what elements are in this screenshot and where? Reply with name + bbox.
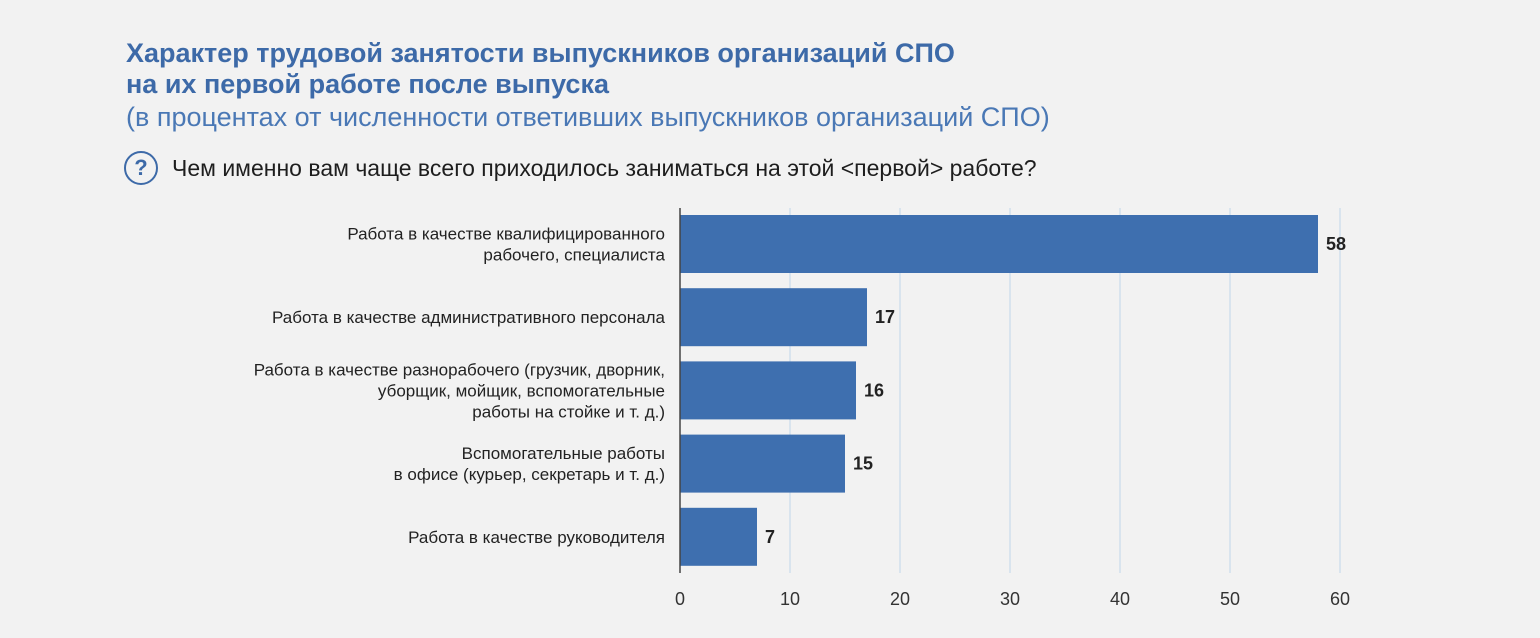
survey-question: ? Чем именно вам чаще всего приходилось … bbox=[124, 150, 1037, 186]
category-label: Работа в качестве разнорабочего (грузчик… bbox=[254, 360, 665, 379]
chart-subtitle: (в процентах от численности ответивших в… bbox=[126, 102, 1050, 132]
chart-title-line-2: на их первой работе после выпуска bbox=[126, 69, 609, 99]
category-label: в офисе (курьер, секретарь и т. д.) bbox=[394, 465, 665, 484]
category-label: Работа в качестве административного перс… bbox=[272, 308, 666, 327]
chart-title-line-1: Характер трудовой занятости выпускников … bbox=[126, 38, 955, 68]
x-tick-label: 60 bbox=[1330, 589, 1350, 609]
category-label: Работа в качестве квалифицированного bbox=[347, 225, 665, 244]
x-tick-label: 50 bbox=[1220, 589, 1240, 609]
x-tick-label: 20 bbox=[890, 589, 910, 609]
bar-value-label: 17 bbox=[875, 307, 895, 327]
x-tick-label: 40 bbox=[1110, 589, 1130, 609]
bar bbox=[680, 507, 757, 566]
bar-value-label: 7 bbox=[765, 527, 775, 547]
bar-value-label: 16 bbox=[864, 380, 884, 400]
category-label: работы на стойке и т. д.) bbox=[472, 402, 665, 421]
question-text: Чем именно вам чаще всего приходилось за… bbox=[172, 154, 1037, 181]
bar bbox=[680, 288, 867, 347]
question-circle-icon: ? bbox=[124, 151, 158, 185]
x-tick-label: 10 bbox=[780, 589, 800, 609]
category-label: уборщик, мойщик, вспомогательные bbox=[378, 381, 665, 400]
category-label: Вспомогательные работы bbox=[462, 444, 665, 463]
category-label: Работа в качестве руководителя bbox=[408, 528, 665, 547]
category-label: рабочего, специалиста bbox=[483, 246, 665, 265]
bar-value-label: 15 bbox=[853, 454, 873, 474]
chart-title: Характер трудовой занятости выпускников … bbox=[126, 38, 955, 100]
x-tick-label: 0 bbox=[675, 589, 685, 609]
bar bbox=[680, 361, 856, 420]
bar-value-label: 58 bbox=[1326, 234, 1346, 254]
bar bbox=[680, 434, 845, 493]
x-tick-label: 30 bbox=[1000, 589, 1020, 609]
bar bbox=[680, 215, 1318, 273]
